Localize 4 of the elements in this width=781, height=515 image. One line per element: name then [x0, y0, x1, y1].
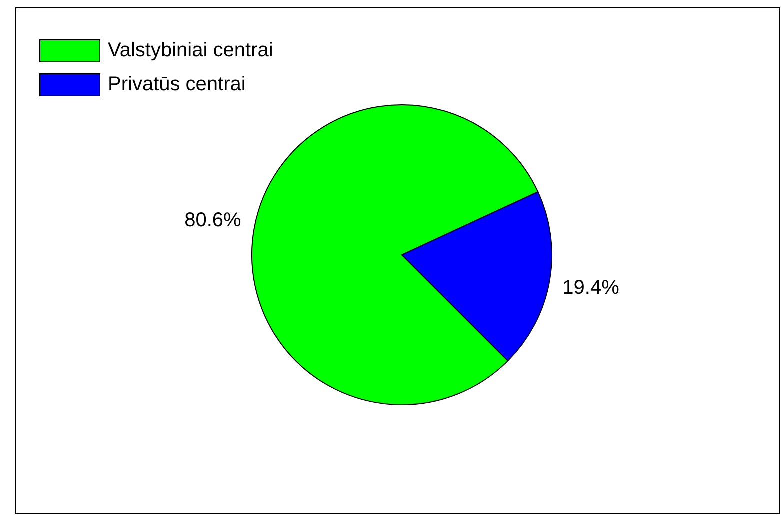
data-label: 19.4%: [562, 276, 620, 299]
data-label: 80.6%: [184, 210, 242, 232]
legend-label: Valstybiniai centrai: [108, 39, 274, 62]
legend-label: Privatūs centrai: [108, 73, 246, 96]
